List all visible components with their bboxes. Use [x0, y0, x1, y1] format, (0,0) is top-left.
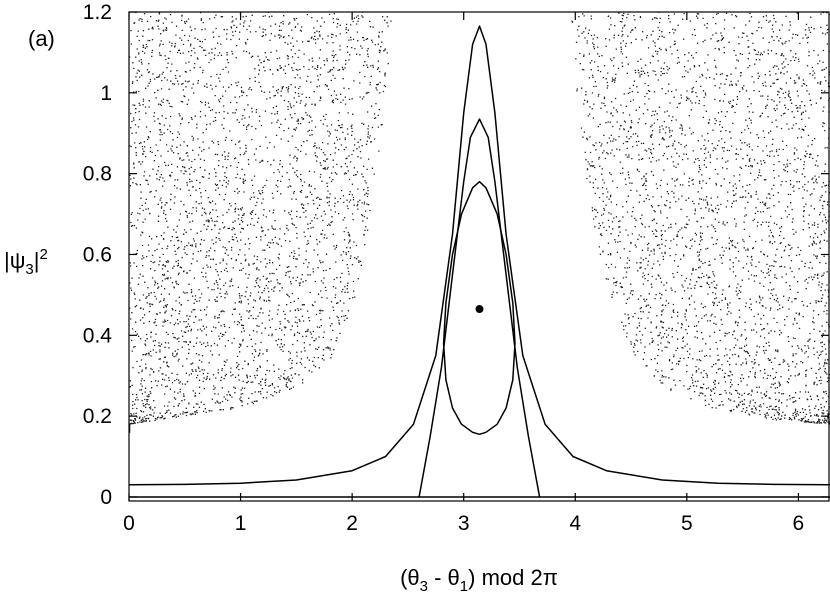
x-tick-label: 5 [681, 512, 693, 535]
y-axis-label: |ψ3|2 [4, 246, 48, 278]
y-tick-label: 0.8 [83, 163, 112, 186]
invariant-curve-2 [418, 118, 541, 498]
y-tick-labels: 0 0.2 0.4 0.6 0.8 1 1.2 [83, 1, 113, 509]
y-tick-label: 1 [100, 82, 112, 105]
chaotic-sea-scatter [129, 11, 830, 433]
y-tick-label: 0.4 [83, 324, 113, 347]
fixed-point-marker [475, 305, 484, 314]
invariant-curve-1 [128, 25, 830, 486]
x-tick-labels: 0 1 2 3 4 5 6 [123, 512, 804, 535]
axis-ticks [128, 11, 829, 501]
x-tick-label: 3 [458, 512, 470, 535]
invariant-curves [128, 25, 830, 498]
x-tick-label: 6 [793, 512, 805, 535]
y-tick-label: 0.6 [83, 243, 112, 266]
x-tick-label: 2 [346, 512, 358, 535]
x-tick-label: 4 [569, 512, 581, 535]
y-tick-label: 0.2 [83, 405, 112, 428]
plot-frame [128, 11, 830, 502]
y-tick-label: 1.2 [83, 1, 112, 24]
chaotic-sea-points [129, 11, 830, 433]
panel-label: (a) [28, 26, 55, 51]
x-tick-label: 1 [235, 512, 247, 535]
x-tick-label: 0 [123, 512, 135, 535]
y-tick-label: 0 [100, 486, 112, 509]
x-axis-label: (θ3 - θ1) mod 2π [400, 565, 558, 595]
invariant-curve-3 [442, 180, 516, 436]
